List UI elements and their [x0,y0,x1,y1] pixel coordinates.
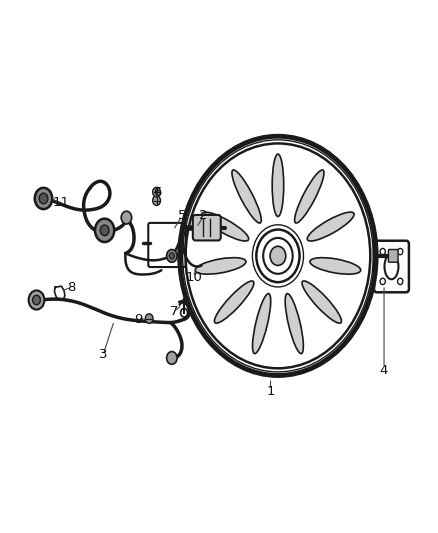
Text: 10: 10 [185,271,202,284]
Circle shape [166,352,177,365]
Ellipse shape [214,281,254,323]
FancyBboxPatch shape [193,215,221,240]
Ellipse shape [232,170,261,223]
Ellipse shape [195,257,246,274]
Ellipse shape [307,212,354,241]
Circle shape [35,188,52,209]
Circle shape [95,219,114,242]
Circle shape [32,295,40,305]
Circle shape [166,249,177,262]
Text: 1: 1 [266,385,275,398]
Text: 9: 9 [134,313,142,326]
Ellipse shape [202,212,249,241]
Text: 5: 5 [178,209,186,222]
Circle shape [169,253,174,259]
Circle shape [100,225,109,236]
Text: 6: 6 [153,185,161,199]
Text: 11: 11 [53,196,70,209]
Ellipse shape [310,257,361,274]
Circle shape [121,211,132,224]
Circle shape [152,187,160,197]
Text: 8: 8 [67,281,76,294]
Text: 3: 3 [99,348,108,361]
Circle shape [145,314,153,324]
FancyBboxPatch shape [389,249,398,262]
Ellipse shape [302,281,342,323]
Text: 7: 7 [170,305,179,318]
Ellipse shape [295,170,324,223]
Ellipse shape [285,294,304,353]
Circle shape [28,290,44,310]
Text: 2: 2 [199,209,208,222]
Ellipse shape [272,154,284,216]
Circle shape [39,193,48,204]
Circle shape [152,196,160,205]
Text: 4: 4 [380,364,388,377]
Circle shape [270,246,286,265]
Ellipse shape [253,294,271,353]
